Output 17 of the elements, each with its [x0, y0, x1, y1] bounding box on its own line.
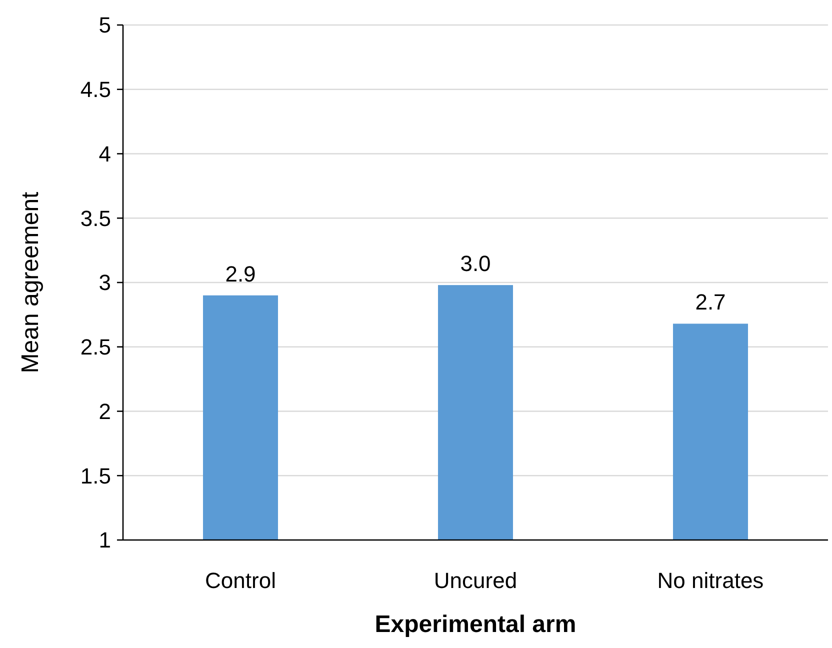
- x-tick-label: No nitrates: [657, 568, 764, 593]
- x-tick-label: Uncured: [434, 568, 518, 593]
- y-tick-label: 2: [98, 398, 111, 424]
- y-tick-label: 5: [98, 12, 111, 38]
- x-axis-title: Experimental arm: [374, 611, 576, 638]
- y-tick-label: 3: [98, 270, 111, 296]
- y-tick-label: 1.5: [80, 463, 111, 488]
- x-tick-label: Control: [205, 568, 276, 593]
- y-tick-label: 4: [98, 141, 111, 166]
- data-label: 2.9: [225, 261, 256, 286]
- y-tick-label: 1: [98, 528, 111, 553]
- data-label: 2.7: [695, 290, 726, 315]
- y-axis-title: Mean agreement: [17, 191, 44, 374]
- y-tick-label: 2.5: [80, 334, 111, 360]
- data-label: 3.0: [460, 251, 491, 276]
- y-tick-label: 4.5: [80, 77, 111, 102]
- y-tick-label: 3.5: [80, 206, 111, 231]
